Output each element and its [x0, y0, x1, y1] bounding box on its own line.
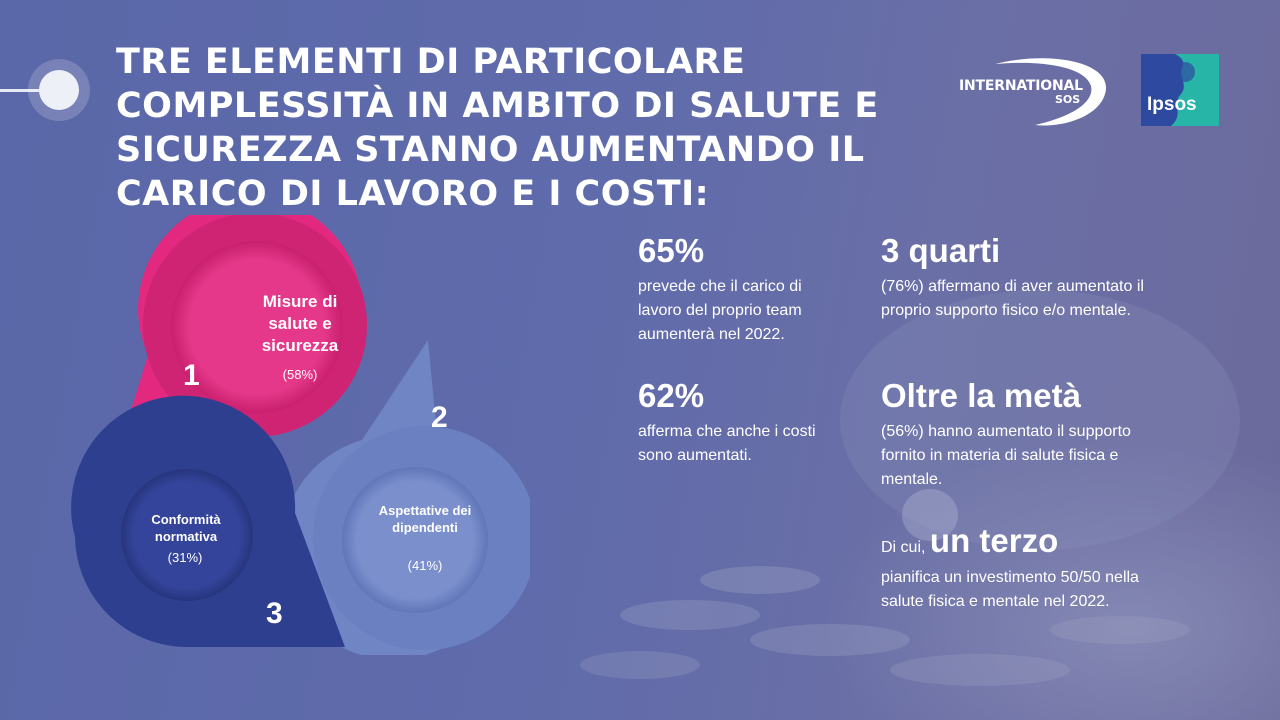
item-2-number: 2 [431, 401, 448, 434]
international-sos-logo-line2: SOS [1055, 93, 1081, 106]
pink-circle [171, 241, 343, 413]
ipsos-logo: Ipsos [1141, 54, 1219, 126]
page-title: TRE ELEMENTI DI PARTICOLARE COMPLESSITÀ … [116, 42, 879, 214]
three-elements-diagram: Misure di salute e sicurezza (58%) 1 Asp… [70, 215, 530, 655]
ipsos-logo-text: Ipsos [1147, 94, 1197, 115]
international-sos-logo: INTERNATIONAL SOS [955, 52, 1115, 128]
item-1-percent: (58%) [282, 367, 318, 382]
stat-text-support: (76%) affermano di aver aumentato il pro… [881, 278, 1144, 319]
stat-headline-support: 3 quarti [881, 232, 1001, 269]
decorative-line [0, 89, 60, 92]
light-blue-circle [342, 467, 488, 613]
international-sos-logo-line1: INTERNATIONAL [959, 78, 1083, 94]
item-3-percent: (31%) [167, 550, 203, 565]
item-3-label: Conformità normativa [151, 512, 221, 544]
stat-text-third: pianifica un investimento 50/50 nella sa… [881, 569, 1139, 610]
stat-text-over-half: (56%) hanno aumentato il supporto fornit… [881, 423, 1131, 488]
ipsos-logo-graphic [1141, 54, 1219, 126]
item-1-label: Misure di salute e sicurezza [261, 292, 339, 355]
stat-text-workload: prevede che il carico di lavoro del prop… [638, 278, 802, 343]
stat-headline-workload: 65% [638, 232, 705, 269]
stat-headline-third: un terzo [929, 522, 1059, 559]
item-2-label: Aspettative dei dipendenti [378, 503, 472, 535]
stat-third-line: Di cui, un terzo [881, 522, 1058, 567]
diagram-shapes [71, 215, 530, 655]
item-1-number: 1 [183, 359, 200, 392]
dark-blue-circle [121, 469, 253, 601]
item-3-number: 3 [266, 597, 283, 630]
stat-third-prefix: Di cui, [881, 539, 930, 556]
stat-headline-over-half: Oltre la metà [881, 377, 1081, 414]
swoosh-icon [995, 58, 1107, 126]
decorative-dot [39, 70, 79, 110]
stat-text-costs: afferma che anche i costi sono aumentati… [638, 423, 816, 464]
stat-headline-costs: 62% [638, 377, 705, 414]
item-2-percent: (41%) [407, 558, 443, 573]
